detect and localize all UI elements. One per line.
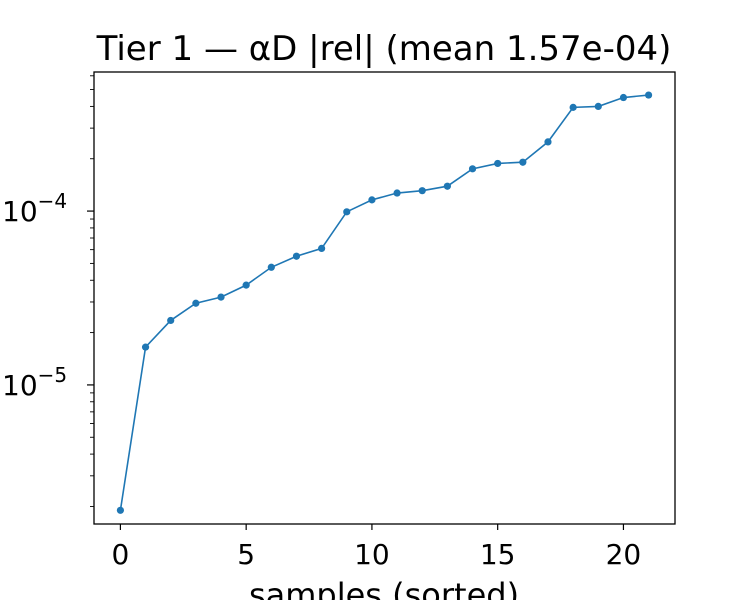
- y-tick-exponent: −4: [38, 189, 67, 213]
- data-point: [217, 293, 225, 301]
- data-point: [116, 506, 125, 514]
- data-point: [443, 182, 451, 190]
- data-point: [644, 91, 653, 99]
- x-tick-label: 10: [354, 538, 390, 571]
- data-point: [619, 93, 628, 102]
- data-point: [343, 208, 351, 216]
- data-point: [494, 159, 502, 168]
- chart-title: Tier 1 — αD |rel| (mean 1.57e-04): [96, 29, 672, 69]
- data-point: [267, 263, 275, 271]
- data-point: [468, 165, 477, 173]
- data-point: [167, 316, 175, 325]
- x-tick-label: 15: [480, 538, 516, 571]
- y-axis: 10−410−5: [2, 75, 94, 507]
- data-point: [141, 343, 150, 351]
- data-point: [318, 244, 326, 252]
- y-tick-label: 10−4: [2, 189, 67, 228]
- x-tick-label: 0: [111, 538, 129, 571]
- data-series: [116, 91, 653, 514]
- x-axis: 0 5 10 15 20: [111, 524, 641, 571]
- data-point: [519, 158, 527, 166]
- y-tick-label: 10−5: [2, 363, 67, 402]
- plot-area-frame: [93, 71, 676, 525]
- y-tick-exponent: −5: [38, 363, 67, 387]
- data-point: [544, 138, 552, 146]
- x-axis-label: samples (sorted): [249, 576, 519, 600]
- data-point: [192, 299, 200, 307]
- data-point: [569, 103, 577, 111]
- data-point: [292, 252, 301, 260]
- data-point: [594, 102, 602, 111]
- data-point: [393, 189, 401, 197]
- y-tick-base: 10: [2, 195, 38, 228]
- data-point: [242, 281, 250, 289]
- x-tick-label: 20: [606, 538, 642, 571]
- data-point: [368, 196, 376, 204]
- series-line: [119, 94, 649, 511]
- data-point: [418, 187, 426, 195]
- x-tick-label: 5: [237, 538, 255, 571]
- y-tick-base: 10: [2, 369, 38, 402]
